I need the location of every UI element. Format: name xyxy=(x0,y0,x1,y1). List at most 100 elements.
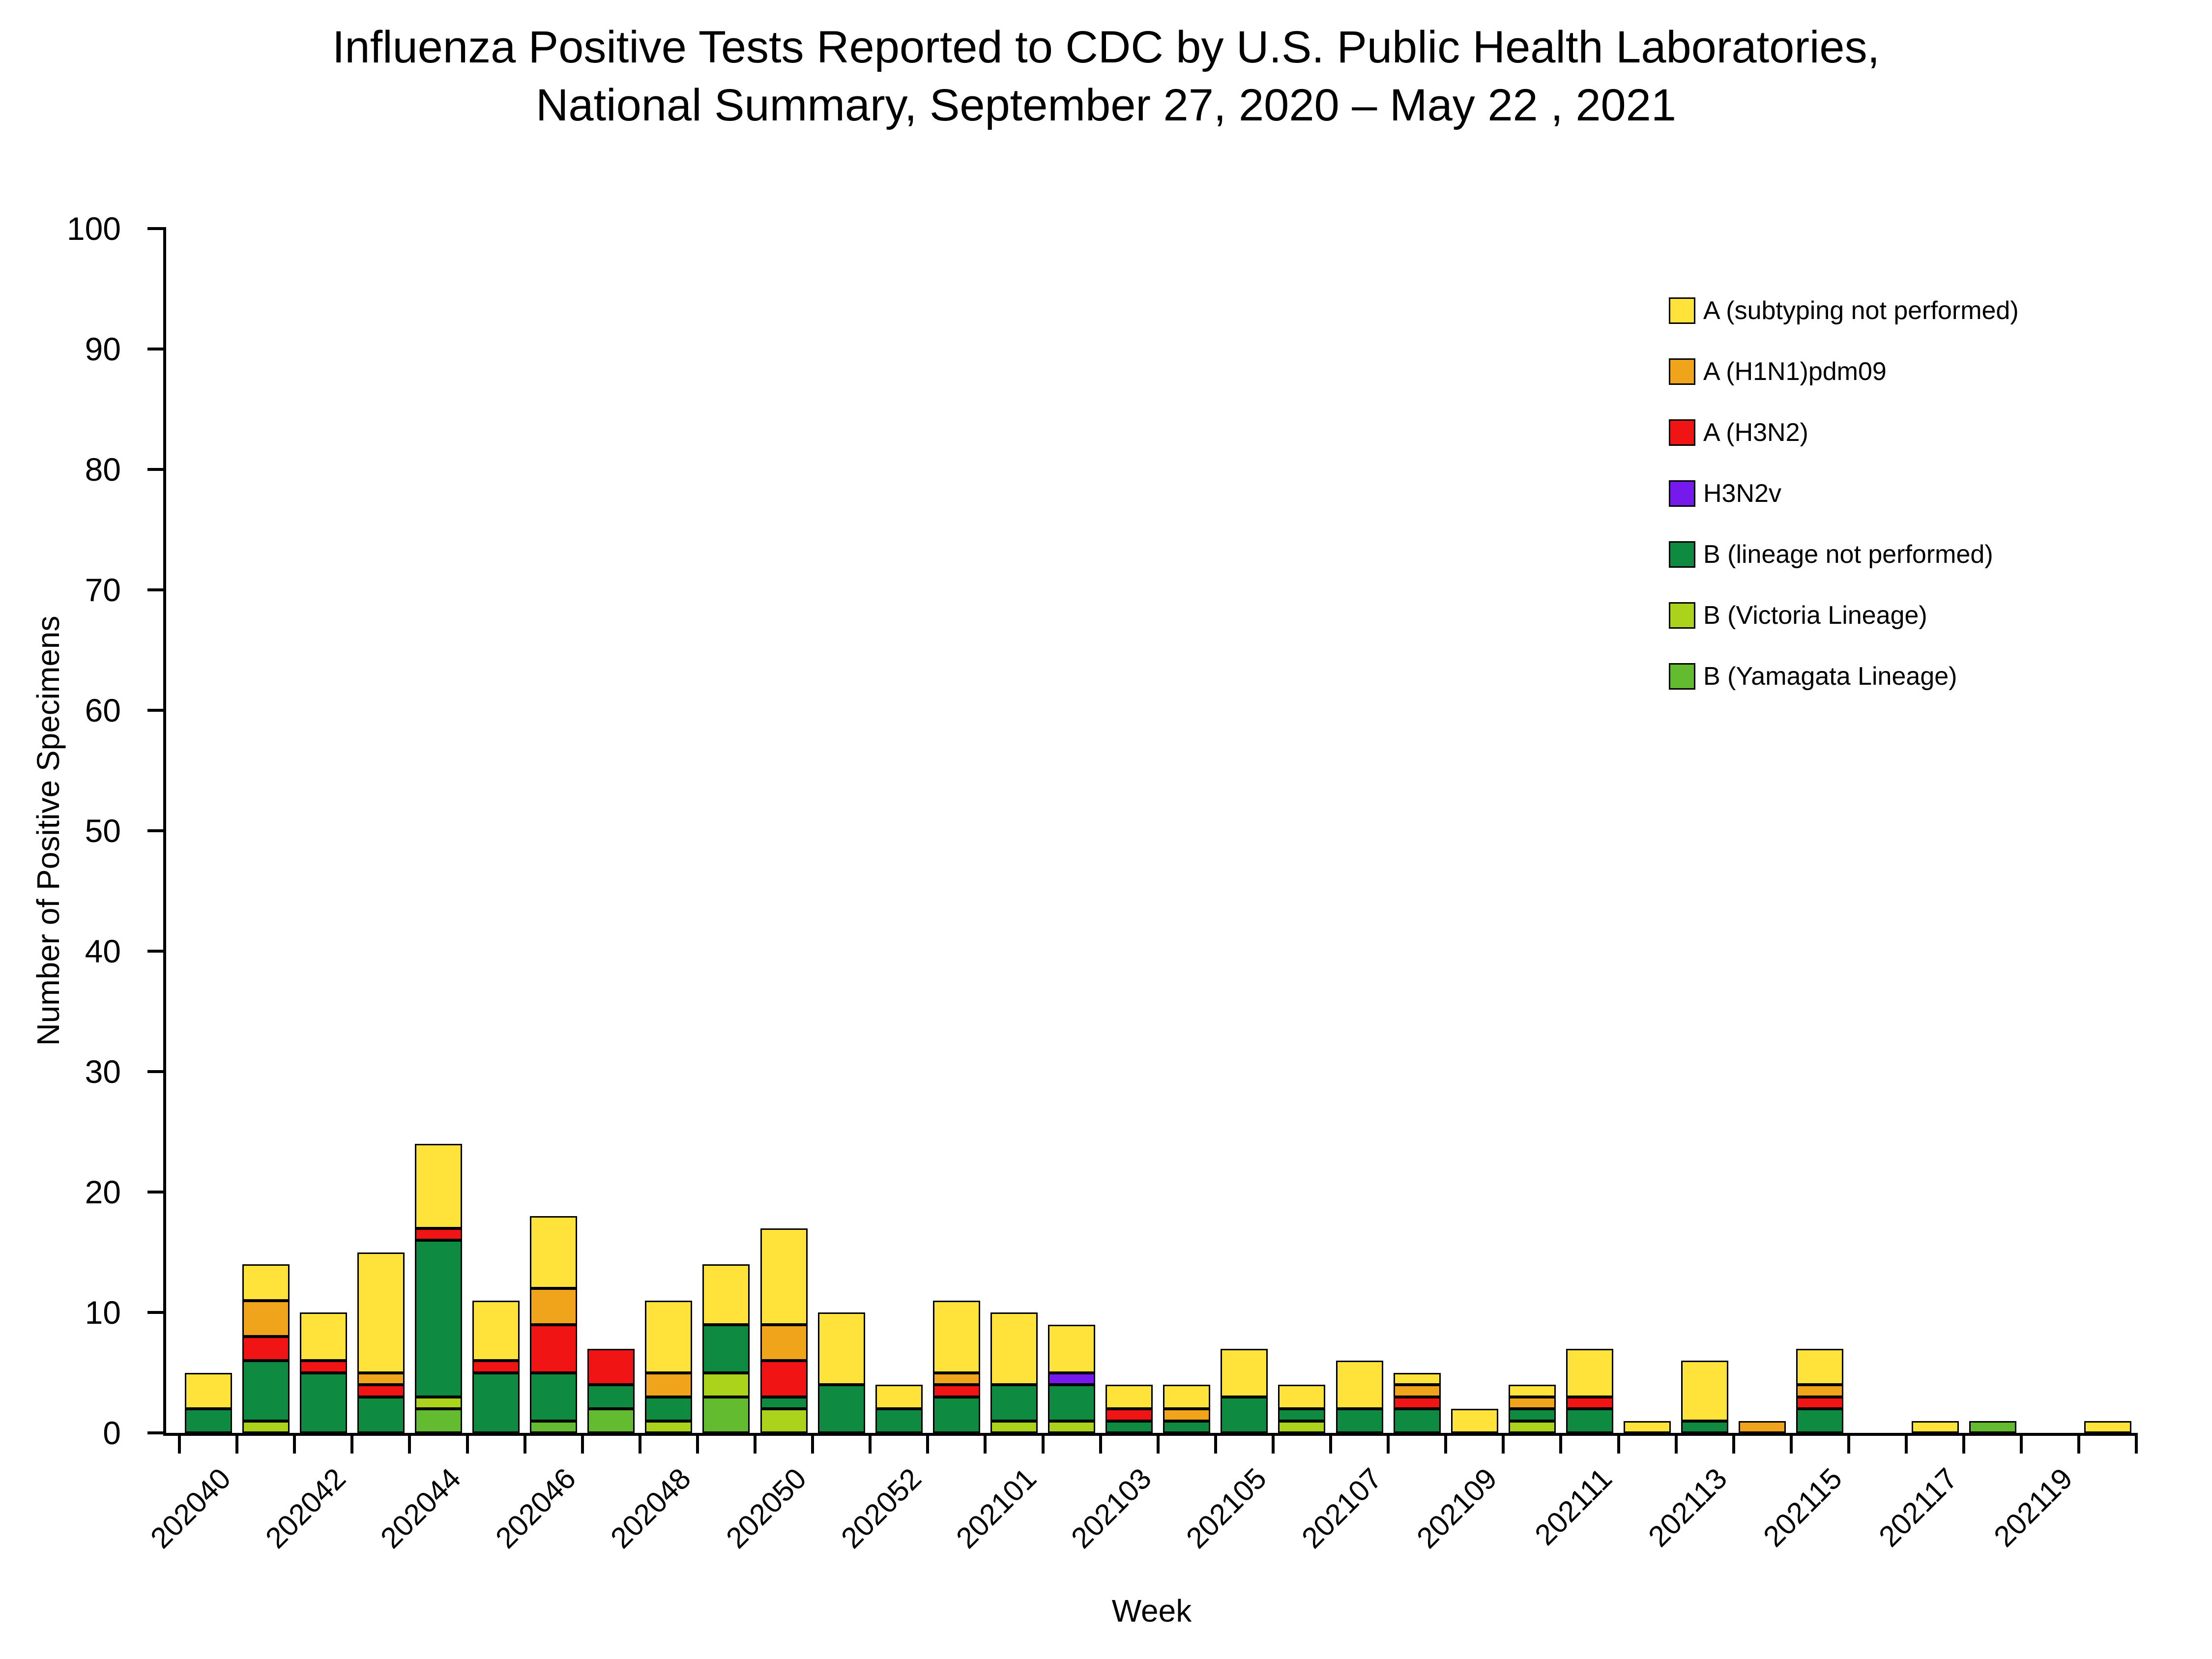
x-axis-tick xyxy=(1329,1436,1332,1454)
y-tick-label: 100 xyxy=(66,210,121,247)
bar-segment-202046 xyxy=(530,1421,578,1433)
x-axis-tick xyxy=(235,1436,239,1454)
x-tick-label: 202050 xyxy=(719,1461,813,1555)
x-axis-tick xyxy=(1559,1436,1563,1454)
bar-segment-202115 xyxy=(1796,1385,1844,1397)
legend-item: B (lineage not performed) xyxy=(1669,540,2019,569)
y-tick-label: 20 xyxy=(85,1174,121,1210)
y-axis-tick xyxy=(147,1431,163,1434)
bar-segment-202101 xyxy=(990,1421,1038,1433)
bar-segment-202044 xyxy=(414,1144,462,1228)
y-axis-tick xyxy=(147,348,163,350)
legend-item: A (H1N1)pdm09 xyxy=(1669,357,2019,386)
bar-segment-202050 xyxy=(760,1324,808,1361)
x-tick-label: 202105 xyxy=(1180,1461,1273,1555)
x-axis-tick xyxy=(1502,1436,1505,1454)
bar-segment-202120 xyxy=(2084,1421,2131,1433)
bar-segment-202053 xyxy=(932,1397,980,1433)
legend-label: A (subtyping not performed) xyxy=(1703,296,2019,325)
bar-segment-202040 xyxy=(184,1372,232,1409)
x-axis-line xyxy=(163,1433,2138,1436)
bar-segment-202111 xyxy=(1566,1409,1613,1433)
legend-swatch-icon xyxy=(1669,602,1695,629)
legend-swatch-icon xyxy=(1669,541,1695,568)
bar-segment-202111 xyxy=(1566,1397,1613,1409)
bar-segment-202046 xyxy=(530,1216,578,1288)
bar-segment-202049 xyxy=(702,1397,750,1433)
bar-segment-202044 xyxy=(414,1240,462,1397)
legend-label: A (H3N2) xyxy=(1703,418,1808,447)
bar-segment-202106 xyxy=(1278,1421,1326,1433)
x-axis-tick xyxy=(1847,1436,1850,1454)
legend-swatch-icon xyxy=(1669,480,1695,507)
y-axis-tick xyxy=(147,227,163,230)
x-axis-tick xyxy=(696,1436,699,1454)
legend: A (subtyping not performed) A (H1N1)pdm09… xyxy=(1669,296,2019,723)
bar-segment-202110 xyxy=(1508,1385,1556,1397)
x-tick-label: 202113 xyxy=(1642,1461,1734,1553)
bar-segment-202103 xyxy=(1106,1421,1153,1433)
chart-title-line2: National Summary, September 27, 2020 – M… xyxy=(535,80,1677,130)
bar-segment-202114 xyxy=(1739,1421,1786,1433)
bar-segment-202045 xyxy=(472,1372,520,1433)
bar-segment-202045 xyxy=(472,1361,520,1373)
bar-segment-202115 xyxy=(1796,1409,1844,1433)
x-axis-tick xyxy=(1156,1436,1160,1454)
x-axis-tick xyxy=(1905,1436,1908,1454)
bar-segment-202101 xyxy=(990,1385,1038,1421)
y-axis-tick xyxy=(147,1070,163,1073)
y-tick-label: 30 xyxy=(85,1053,121,1090)
x-axis-tick xyxy=(178,1436,181,1454)
x-tick-label: 202048 xyxy=(604,1461,698,1555)
bar-segment-202111 xyxy=(1566,1348,1613,1397)
bar-segment-202102 xyxy=(1048,1372,1096,1385)
bar-segment-202107 xyxy=(1336,1409,1383,1433)
bar-segment-202048 xyxy=(645,1300,693,1373)
y-axis-tick xyxy=(147,709,163,712)
y-axis-line xyxy=(163,227,166,1436)
bar-segment-202105 xyxy=(1221,1348,1268,1397)
x-tick-label: 202107 xyxy=(1295,1461,1388,1555)
bar-segment-202112 xyxy=(1624,1421,1671,1433)
y-axis-tick xyxy=(147,950,163,953)
bar-segment-202108 xyxy=(1393,1409,1441,1433)
bar-segment-202052 xyxy=(875,1385,923,1409)
legend-item: B (Victoria Lineage) xyxy=(1669,601,2019,630)
x-tick-label: 202042 xyxy=(259,1461,352,1555)
bar-segment-202106 xyxy=(1278,1385,1326,1409)
x-axis-tick xyxy=(926,1436,930,1454)
x-axis-tick xyxy=(466,1436,469,1454)
bar-segment-202108 xyxy=(1393,1385,1441,1397)
x-axis-tick xyxy=(1732,1436,1735,1454)
bar-segment-202043 xyxy=(357,1372,405,1385)
legend-label: B (lineage not performed) xyxy=(1703,540,1993,569)
x-tick-label: 202115 xyxy=(1757,1461,1849,1553)
bar-segment-202103 xyxy=(1106,1385,1153,1409)
legend-label: B (Victoria Lineage) xyxy=(1703,601,1927,630)
x-axis-tick xyxy=(869,1436,872,1454)
bar-segment-202044 xyxy=(414,1397,462,1409)
x-tick-label: 202052 xyxy=(834,1461,928,1555)
legend-item: A (subtyping not performed) xyxy=(1669,296,2019,325)
bar-segment-202052 xyxy=(875,1409,923,1433)
bar-segment-202113 xyxy=(1681,1421,1729,1433)
x-axis-tick xyxy=(581,1436,584,1454)
x-axis-tick xyxy=(754,1436,757,1454)
legend-item: B (Yamagata Lineage) xyxy=(1669,662,2019,691)
bar-segment-202043 xyxy=(357,1252,405,1373)
x-axis-tick xyxy=(1789,1436,1793,1454)
x-axis-tick xyxy=(1099,1436,1102,1454)
bar-segment-202104 xyxy=(1163,1421,1211,1433)
bar-segment-202044 xyxy=(414,1228,462,1240)
x-tick-label: 202044 xyxy=(374,1461,467,1555)
y-axis-tick xyxy=(147,468,163,471)
bar-segment-202050 xyxy=(760,1361,808,1397)
bar-segment-202053 xyxy=(932,1372,980,1385)
bar-segment-202105 xyxy=(1221,1397,1268,1433)
y-tick-label: 40 xyxy=(85,933,121,969)
bar-segment-202101 xyxy=(990,1312,1038,1385)
bar-segment-202041 xyxy=(242,1421,290,1433)
bar-segment-202115 xyxy=(1796,1397,1844,1409)
bar-segment-202110 xyxy=(1508,1409,1556,1421)
